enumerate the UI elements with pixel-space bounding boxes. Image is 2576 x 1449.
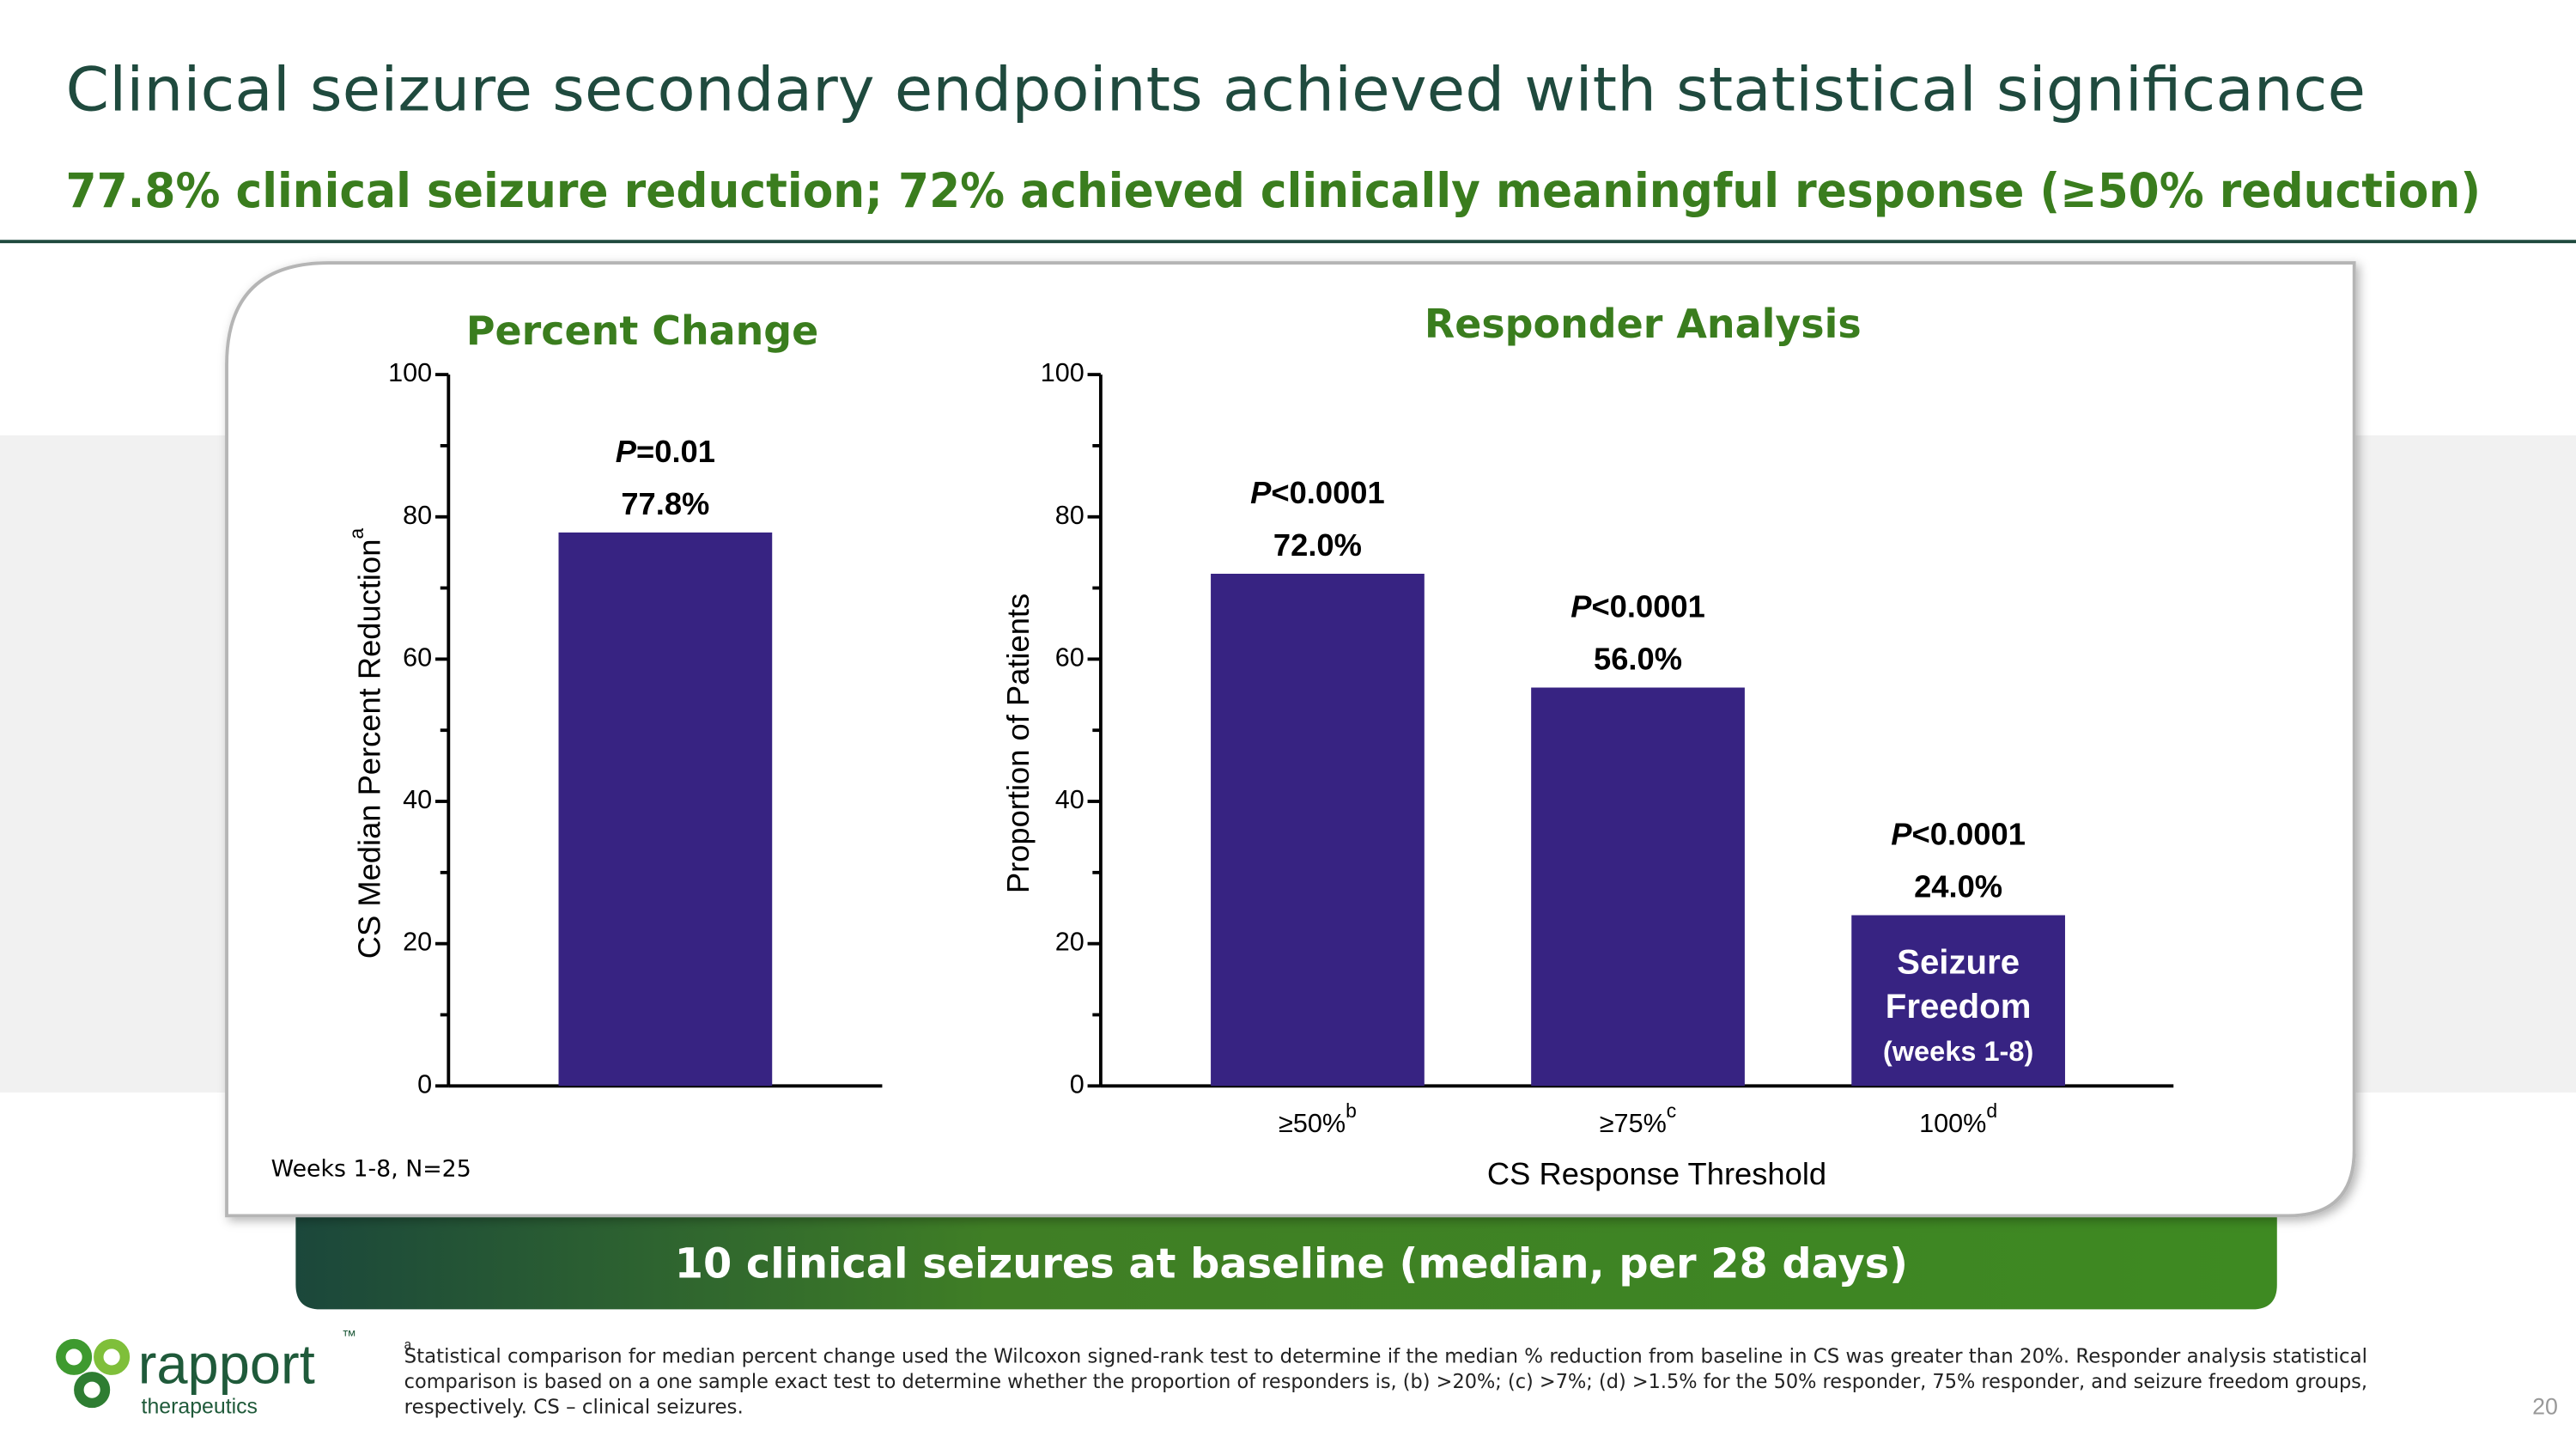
x-tick-label-note: d: [1986, 1099, 1997, 1122]
y-tick-label: 80: [403, 501, 432, 530]
x-tick-label-text: 100%: [1919, 1109, 1986, 1138]
logo-name: rapport: [138, 1332, 315, 1395]
y-tick-label: 100: [388, 358, 432, 387]
bar-annotation: (weeks 1-8): [1883, 1036, 2033, 1067]
slide-subtitle: 77.8% clinical seizure reduction; 72% ac…: [66, 164, 2482, 219]
banner-text: 10 clinical seizures at baseline (median…: [675, 1241, 1908, 1288]
p-value-label: P<0.0001: [1250, 475, 1385, 510]
footnote-line: respectively. CS – clinical seizures.: [404, 1397, 744, 1419]
logo-mark: [94, 1338, 131, 1375]
slide-title: Clinical seizure secondary endpoints ach…: [66, 54, 2366, 125]
value-label: 24.0%: [1914, 869, 2002, 904]
x-axis-label: CS Response Threshold: [1487, 1156, 1826, 1191]
p-value-label: P=0.01: [616, 434, 715, 469]
x-tick-label: ≥50%b: [1279, 1099, 1357, 1138]
y-axis-label-text: CS Median Percent Reduction: [351, 539, 386, 959]
y-tick-label: 0: [417, 1069, 432, 1099]
logo-mark: [74, 1372, 111, 1409]
logo-mark: [56, 1338, 93, 1375]
y-axis-label-note: a: [345, 528, 368, 539]
x-tick-label-text: ≥75%: [1600, 1109, 1667, 1138]
y-axis-label: CS Median Percent Reductiona: [345, 528, 386, 959]
chart-title: Responder Analysis: [1425, 301, 1862, 347]
bar-annotation: Seizure: [1897, 943, 2020, 982]
footnote-line: Statistical comparison for median percen…: [404, 1345, 2367, 1367]
x-tick-label: ≥75%c: [1600, 1099, 1677, 1138]
y-axis-label-text: Proportion of Patients: [1000, 594, 1036, 893]
bar: [558, 532, 773, 1087]
page-number: 20: [2532, 1393, 2558, 1419]
y-tick-label: 80: [1055, 501, 1084, 530]
y-tick-label: 100: [1041, 358, 1084, 387]
chart: Percent Change 0 20 40 60 80 100 CS Median Perc…: [271, 307, 883, 1182]
banner: [295, 1207, 2277, 1310]
x-tick-label: 100%d: [1919, 1099, 1997, 1138]
bar: [1211, 573, 1425, 1087]
footnote: Statistical comparison for median percen…: [404, 1345, 2367, 1418]
chart: Responder Analysis 0 20 40 60 80 100 Proportion…: [1000, 301, 2174, 1191]
x-tick-label-text: ≥50%: [1279, 1109, 1346, 1138]
footnote-line: comparison is based on a one sample exac…: [404, 1371, 2367, 1393]
bar: [1531, 687, 1745, 1087]
logo-tm: ™: [342, 1327, 356, 1344]
chart-note: Weeks 1-8, N=25: [271, 1155, 471, 1182]
bar: [1851, 915, 2065, 1087]
logo: rapport ™ therapeutics: [56, 1327, 356, 1419]
logo-tagline: therapeutics: [142, 1395, 258, 1419]
x-tick-label-note: b: [1346, 1099, 1357, 1122]
chart-title: Percent Change: [466, 307, 818, 354]
charts: Percent Change 0 20 40 60 80 100 CS Median Perc…: [271, 301, 2174, 1191]
value-label: 56.0%: [1594, 641, 1682, 676]
p-value-label: P<0.0001: [1891, 816, 2026, 851]
p-value-label: P<0.0001: [1571, 588, 1705, 624]
bar-annotation: Freedom: [1886, 987, 2032, 1026]
y-tick-label: 20: [1055, 928, 1084, 957]
footnote-mark: a: [404, 1337, 412, 1352]
y-tick-label: 40: [403, 785, 432, 814]
y-tick-label: 60: [1055, 642, 1084, 672]
y-tick-label: 60: [403, 642, 432, 672]
x-tick-label-note: c: [1667, 1099, 1676, 1122]
y-axis-label: Proportion of Patients: [1000, 594, 1036, 893]
value-label: 77.8%: [621, 486, 709, 521]
y-tick-label: 20: [403, 928, 432, 957]
value-label: 72.0%: [1273, 527, 1362, 563]
y-tick-label: 0: [1070, 1069, 1084, 1099]
y-tick-label: 40: [1055, 785, 1084, 814]
